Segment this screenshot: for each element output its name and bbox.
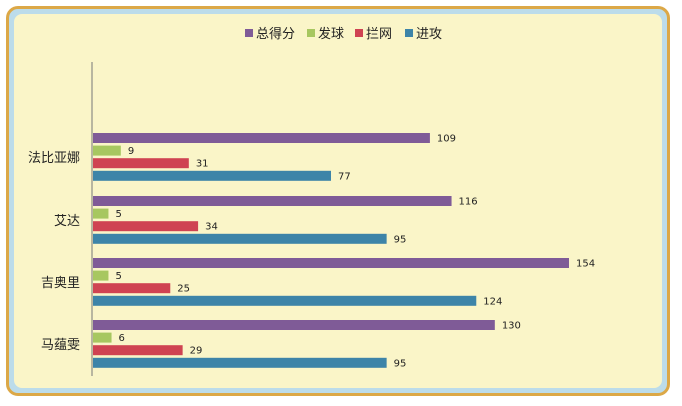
value-label-1-4: 77 [338,171,351,182]
bar-1-3 [93,158,189,169]
bar-4-2 [93,332,112,343]
value-label-1-3: 31 [196,159,209,170]
value-label-3-3: 25 [177,284,190,295]
category-label-4: 马蕴雯 [41,338,80,353]
value-label-4-4: 95 [394,358,407,369]
legend-label-1: 总得分 [256,26,295,42]
category-label-2: 艾达 [54,214,80,229]
bar-2-3 [93,221,199,232]
legend-swatch-2 [307,29,315,37]
legend-label-3: 拦网 [366,27,392,42]
bar-3-3 [93,283,171,294]
bar-2-2 [93,208,109,219]
legend-swatch-1 [245,29,253,37]
value-label-3-4: 124 [483,296,502,307]
bar-4-3 [93,345,183,356]
value-label-2-3: 34 [205,222,218,233]
bar-3-1 [93,258,569,268]
bar-2-4 [93,233,387,244]
value-label-3-2: 5 [115,271,121,282]
chart-legend: 总得分 发球 拦网 进攻 [245,26,442,42]
value-label-4-2: 6 [119,333,125,344]
bar-2-1 [93,196,452,206]
bar-4-4 [93,357,387,368]
plot-area: 109 9 31 77 法比亚娜 116 5 34 95 艾达 154 5 25 124 吉奥里 130 6 29… [28,133,595,369]
value-label-1-2: 9 [128,146,134,157]
legend-label-4: 进攻 [416,27,442,42]
bar-3-4 [93,295,477,306]
bar-1-1 [93,133,430,143]
value-label-1-1: 109 [437,134,456,145]
value-label-2-4: 95 [394,234,407,245]
legend-swatch-4 [405,29,413,37]
value-label-4-3: 29 [190,346,203,357]
legend-swatch-3 [355,29,363,37]
category-label-1: 法比亚娜 [28,151,80,166]
category-label-3: 吉奥里 [41,276,80,291]
legend-label-2: 发球 [318,26,344,42]
value-label-2-2: 5 [115,209,121,220]
bar-1-2 [93,145,121,156]
bar-3-2 [93,270,109,281]
value-label-3-1: 154 [576,259,595,270]
bar-1-4 [93,170,331,181]
value-label-4-1: 130 [502,321,521,332]
value-label-2-1: 116 [459,197,478,208]
bar-4-1 [93,320,495,330]
